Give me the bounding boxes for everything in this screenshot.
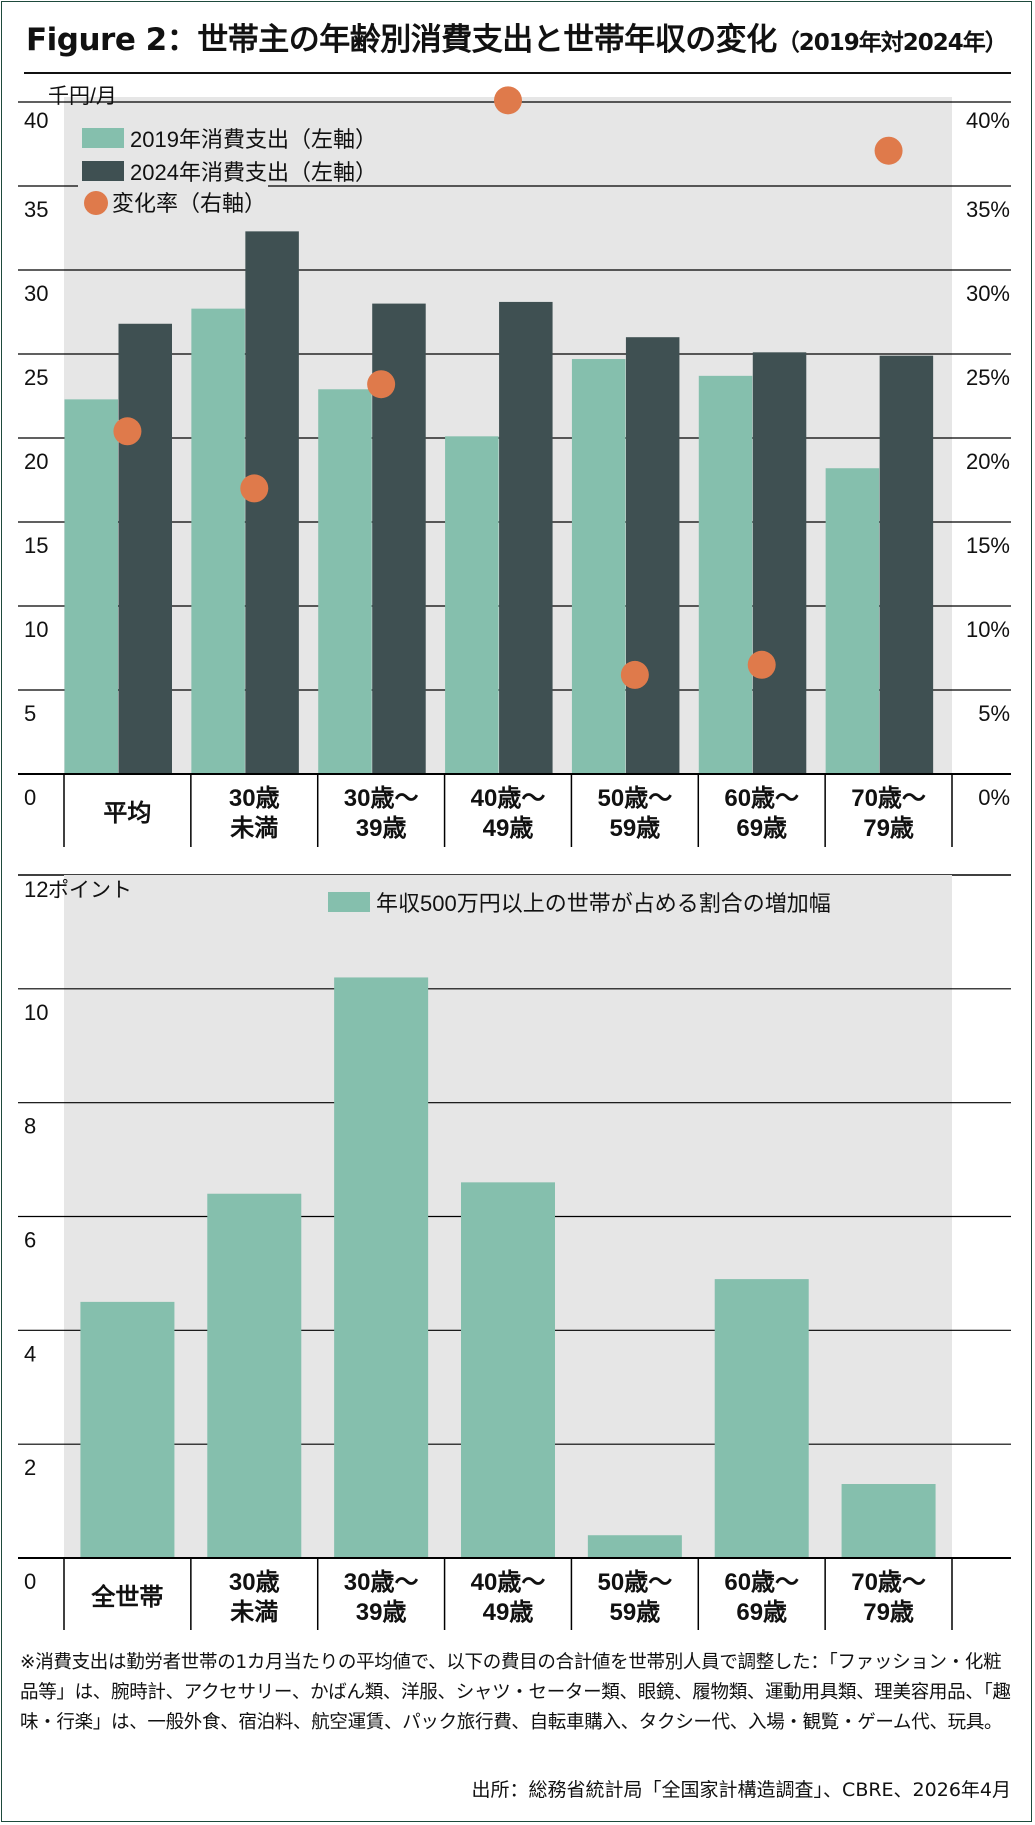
bar-income-share xyxy=(587,1535,682,1558)
legend-swatch-rate xyxy=(84,191,108,215)
y2-tick-label: 5% xyxy=(978,701,1010,726)
legend-label-2024: 2024年消費支出（左軸） xyxy=(130,160,377,185)
title-main: Figure 2：世帯主の年齢別消費支出と世帯年収の変化 xyxy=(26,22,777,58)
bar-2024 xyxy=(499,301,553,774)
category-label: 39歳 xyxy=(356,814,407,842)
legend-background xyxy=(76,122,406,182)
category-label: 60歳〜 xyxy=(724,784,799,812)
consumption-chart: 0 5 10 15 20 25 30 35 40 0% 5% 10% 15% 20% 25% 30% 35% 40… xyxy=(18,85,1011,847)
category-label: 59歳 xyxy=(610,1598,661,1626)
rate-point xyxy=(494,86,522,115)
bar-income-share xyxy=(841,1484,936,1558)
bar-2019 xyxy=(191,308,245,774)
y-tick-label: 25 xyxy=(24,365,48,390)
bar-income-share xyxy=(461,1182,555,1558)
y2-tick-label: 0% xyxy=(978,785,1010,810)
category-label: 全世帯 xyxy=(90,1583,163,1611)
title-rule xyxy=(24,72,1011,74)
rate-point xyxy=(240,474,269,503)
y2-tick-label: 20% xyxy=(966,449,1010,474)
category-label: 70歳〜 xyxy=(851,784,926,812)
y-tick-label: 5 xyxy=(24,701,36,726)
bar-2019 xyxy=(571,359,626,774)
y-tick-label: 0 xyxy=(24,1569,36,1594)
y-tick-label: 10 xyxy=(24,617,48,642)
category-label: 70歳〜 xyxy=(851,1568,926,1596)
y-tick-label: 4 xyxy=(24,1341,36,1366)
bar-2019 xyxy=(64,399,118,774)
category-label: 59歳 xyxy=(610,814,661,842)
bar-2019 xyxy=(445,436,499,774)
legend-label-rate: 変化率（右軸） xyxy=(112,191,266,216)
category-label: 30歳 xyxy=(229,1568,280,1596)
y2-tick-label: 25% xyxy=(966,365,1010,390)
category-label: 50歳〜 xyxy=(598,784,673,812)
bar-2019 xyxy=(318,389,372,774)
y-tick-label: 8 xyxy=(24,1114,36,1139)
source-line: 出所：総務省統計局「全国家計構造調査」、CBRE、2026年4月 xyxy=(471,1779,1011,1801)
legend-background xyxy=(78,184,268,214)
legend-swatch-2019 xyxy=(82,128,124,148)
bar-income-share xyxy=(80,1301,175,1558)
title-sub: （2019年対2024年） xyxy=(776,30,1008,56)
category-label: 未満 xyxy=(230,815,278,842)
category-label: 60歳〜 xyxy=(724,1568,799,1596)
legend-label: 年収500万円以上の世帯が占める割合の増加幅 xyxy=(376,891,831,916)
bar-income-share xyxy=(334,977,429,1558)
category-label: 39歳 xyxy=(356,1598,407,1626)
y2-tick-label: 30% xyxy=(966,281,1010,306)
legend-label-2019: 2019年消費支出（左軸） xyxy=(130,127,377,152)
rate-point xyxy=(620,660,649,689)
category-label: 79歳 xyxy=(863,1598,914,1626)
legend-swatch-2024 xyxy=(82,161,124,181)
category-label: 30歳〜 xyxy=(344,1568,419,1596)
y-tick-label: 15 xyxy=(24,533,48,558)
bar-2024 xyxy=(752,352,807,774)
bar-2019 xyxy=(698,375,753,774)
category-label: 49歳 xyxy=(483,814,534,842)
category-label: 未満 xyxy=(230,1599,278,1626)
y-tick-label: 35 xyxy=(24,197,48,222)
y-tick-label: 20 xyxy=(24,449,48,474)
y-tick-label: 2 xyxy=(24,1455,36,1480)
rate-point xyxy=(113,417,142,446)
y-axis-unit: ポイント xyxy=(48,879,132,902)
rate-point xyxy=(874,136,903,165)
legend-swatch xyxy=(328,892,370,912)
category-label: 69歳 xyxy=(736,1598,787,1626)
y2-tick-label: 10% xyxy=(966,617,1010,642)
category-label: 40歳〜 xyxy=(471,784,546,812)
y-tick-label: 10 xyxy=(24,1000,48,1025)
bar-2019 xyxy=(825,468,880,774)
y2-tick-label: 40% xyxy=(966,108,1010,133)
category-label: 79歳 xyxy=(863,814,914,842)
category-label: 49歳 xyxy=(483,1598,534,1626)
figure-title: Figure 2：世帯主の年齢別消費支出と世帯年収の変化（2019年対2024年… xyxy=(26,14,1008,59)
y-tick-label: 0 xyxy=(24,785,36,810)
bar-2024 xyxy=(245,231,299,775)
category-label: 平均 xyxy=(103,799,151,827)
y-tick-label: 40 xyxy=(24,108,48,133)
category-label: 50歳〜 xyxy=(598,1568,673,1596)
bar-income-share xyxy=(714,1279,809,1558)
bar-2024 xyxy=(625,337,680,774)
y-tick-label: 30 xyxy=(24,281,48,306)
category-label: 30歳〜 xyxy=(344,784,419,812)
rate-point xyxy=(747,650,776,679)
bar-2024 xyxy=(879,355,934,774)
bar-income-share xyxy=(207,1193,302,1558)
footnote: ※消費支出は勤労者世帯の1カ月当たりの平均値で、以下の費目の合計値を世帯別人員で… xyxy=(20,1652,1011,1733)
y2-tick-label: 15% xyxy=(966,533,1010,558)
category-label: 30歳 xyxy=(229,784,280,812)
rate-point xyxy=(367,370,396,399)
bar-2024 xyxy=(118,323,172,774)
y2-tick-label: 35% xyxy=(966,197,1010,222)
y-axis-unit: 千円/月 xyxy=(48,85,117,108)
category-label: 40歳〜 xyxy=(471,1568,546,1596)
category-label: 69歳 xyxy=(736,814,787,842)
y-tick-label: 12 xyxy=(24,877,48,902)
y-tick-label: 6 xyxy=(24,1228,36,1253)
